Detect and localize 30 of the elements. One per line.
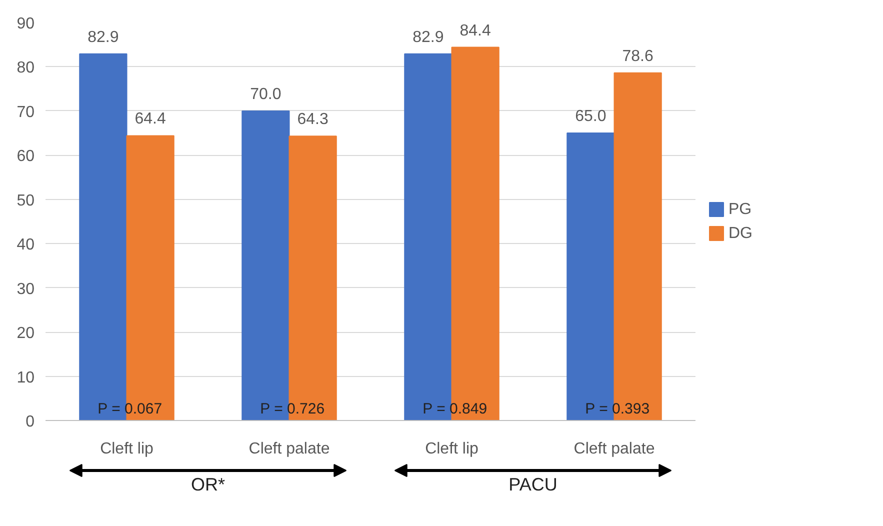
data-label: 64.4 <box>134 110 166 128</box>
y-tick-label: 60 <box>16 148 35 166</box>
y-tick-label: 40 <box>16 236 35 254</box>
text: PACU <box>508 474 558 494</box>
data-label: 70.0 <box>250 86 282 103</box>
x-tick-label: Cleft palate <box>248 440 330 458</box>
y-tick-label: 10 <box>16 369 35 386</box>
bar <box>126 135 174 420</box>
y-tick-label: 70 <box>16 104 35 121</box>
x-tick-label: Cleft lip <box>425 440 479 458</box>
y-tick-label: 80 <box>16 60 35 77</box>
bar <box>288 136 337 420</box>
y-tick-label: 0 <box>26 414 35 430</box>
bar <box>614 72 662 420</box>
data-label: 78.6 <box>622 48 654 65</box>
bar <box>451 46 500 420</box>
data-label: 64.3 <box>297 111 328 128</box>
y-tick-label: 50 <box>16 192 35 210</box>
y-tick-label: 30 <box>16 280 35 298</box>
data-label: 65.0 <box>575 108 606 126</box>
x-tick-label: Cleft palate <box>574 440 655 458</box>
data-label: 82.9 <box>412 28 444 46</box>
text: OR* <box>191 474 226 494</box>
y-tick-label: 20 <box>16 325 35 342</box>
x-tick-label: Cleft lip <box>100 440 154 458</box>
data-label: 82.9 <box>88 28 119 46</box>
legend-label: PG <box>728 201 752 218</box>
y-tick-label: 90 <box>16 16 35 32</box>
legend-label: DG <box>728 224 752 242</box>
data-label: 84.4 <box>460 22 491 40</box>
